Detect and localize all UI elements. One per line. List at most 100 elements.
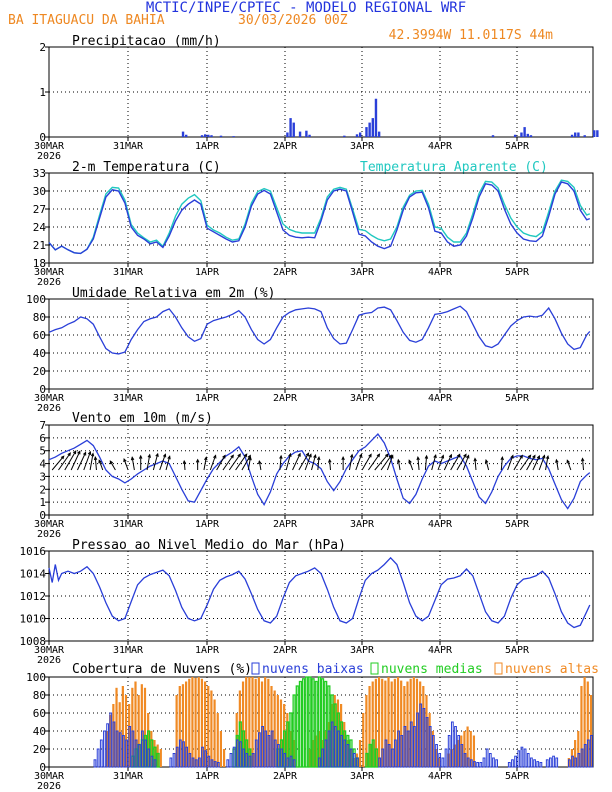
wind-year-label: 2026 bbox=[37, 529, 61, 540]
pres-day-label: 3APR bbox=[350, 645, 375, 656]
cloud-bar-baixas bbox=[170, 758, 172, 767]
wind-ytick-label: 2 bbox=[39, 483, 46, 496]
run-time-label: 30/03/2026 00Z bbox=[238, 13, 348, 28]
wind-vector bbox=[514, 456, 522, 470]
rh-ytick-label: 20 bbox=[33, 365, 46, 378]
pres-series-line bbox=[49, 558, 590, 628]
legend-baixas-swatch bbox=[252, 663, 259, 674]
cloud-bar-altas bbox=[213, 700, 215, 768]
temp-year-label: 2026 bbox=[37, 277, 61, 288]
cloud-bar-altas bbox=[210, 691, 212, 768]
cloud-bar-baixas bbox=[527, 754, 529, 768]
legend-altas-swatch bbox=[495, 663, 502, 674]
precip-bar bbox=[185, 135, 187, 137]
wind-ytick-label: 5 bbox=[39, 445, 46, 458]
precip-bar bbox=[305, 131, 307, 137]
clouds-ytick-label: 100 bbox=[26, 671, 46, 684]
precip-bar bbox=[182, 132, 184, 137]
wind-day-label: 2APR bbox=[273, 519, 298, 530]
cloud-bar-baixas bbox=[540, 763, 542, 768]
precip-bar bbox=[593, 130, 595, 137]
precip-day-label: 3APR bbox=[350, 141, 375, 152]
clouds-day-label: 1APR bbox=[195, 771, 220, 782]
wind-day-label: 1APR bbox=[195, 519, 220, 530]
wind-vector bbox=[217, 456, 225, 470]
clouds-ytick-label: 20 bbox=[33, 743, 46, 756]
cloud-bar-baixas bbox=[100, 740, 102, 767]
temp-day-label: 5APR bbox=[505, 267, 530, 278]
wind-ytick-label: 4 bbox=[39, 458, 46, 471]
precip-bar bbox=[299, 132, 301, 137]
temp-ytick-label: 21 bbox=[33, 239, 46, 252]
cloud-bar-baixas bbox=[173, 754, 175, 768]
precip-bar bbox=[220, 136, 222, 137]
clouds-day-label: 5APR bbox=[505, 771, 530, 782]
clouds-day-label: 3APR bbox=[350, 771, 375, 782]
cloud-bar-altas bbox=[362, 713, 364, 767]
wind-panel: Vento em 10m (m/s) 0123456730MAR 31MAR 1AP… bbox=[34, 411, 593, 540]
precip-panel: Precipitacao (mm/h) 01230MAR 31MAR 1APR 2AP… bbox=[34, 34, 599, 162]
precip-bar bbox=[207, 135, 209, 137]
precip-bar bbox=[210, 135, 212, 137]
cloud-bar-baixas bbox=[515, 756, 517, 767]
precip-bar bbox=[571, 135, 573, 137]
cloud-bar-altas bbox=[378, 677, 380, 767]
cloud-bar-altas bbox=[217, 713, 219, 767]
cloud-bar-altas bbox=[194, 678, 196, 767]
precip-plot: 01230MAR 31MAR 1APR 2APR 3APR 4APR 5APR2026 bbox=[34, 41, 599, 162]
pres-panel: Pressao ao Nivel Medio do Mar (hPa) 1008… bbox=[20, 538, 594, 666]
cloud-bar-baixas bbox=[104, 731, 106, 767]
pres-day-label: 31MAR bbox=[113, 645, 144, 656]
cloud-bar-baixas bbox=[489, 754, 491, 768]
temp-day-label: 1APR bbox=[195, 267, 220, 278]
precip-bar bbox=[574, 133, 576, 138]
precip-day-label: 1APR bbox=[195, 141, 220, 152]
pres-ytick-label: 1010 bbox=[20, 613, 47, 626]
cloud-bar-baixas bbox=[556, 758, 558, 767]
precip-day-label: 4APR bbox=[428, 141, 453, 152]
precip-day-label: 5APR bbox=[505, 141, 530, 152]
legend-medias-swatch bbox=[371, 663, 378, 674]
precip-bar bbox=[204, 134, 206, 137]
temp-ytick-label: 24 bbox=[33, 221, 47, 234]
precip-bar bbox=[365, 127, 367, 137]
clouds-ytick-label: 80 bbox=[33, 689, 46, 702]
rh-day-label: 3APR bbox=[350, 393, 375, 404]
rh-panel: Umidade Relativa em 2m (%) 0204060801003… bbox=[26, 286, 593, 414]
legend-baixas-label: nuvens baixas bbox=[262, 662, 364, 677]
cloud-bar-baixas bbox=[233, 747, 235, 767]
pres-year-label: 2026 bbox=[37, 655, 61, 666]
rh-day-label: 31MAR bbox=[113, 393, 144, 404]
wind-vector bbox=[153, 454, 157, 470]
precip-bar bbox=[596, 130, 598, 137]
rh-day-label: 2APR bbox=[273, 393, 298, 404]
meteogram: MCTIC/INPE/CPTEC - MODELO REGIONAL WRF B… bbox=[0, 0, 612, 792]
rh-day-label: 5APR bbox=[505, 393, 530, 404]
precip-bar bbox=[308, 135, 310, 137]
wind-vector bbox=[293, 454, 301, 470]
wind-day-label: 5APR bbox=[505, 519, 530, 530]
pres-day-label: 4APR bbox=[428, 645, 453, 656]
clouds-day-label: 4APR bbox=[428, 771, 453, 782]
cloud-bar-baixas bbox=[537, 762, 539, 767]
precip-bar bbox=[523, 127, 525, 137]
rh-day-label: 1APR bbox=[195, 393, 220, 404]
temp-day-label: 31MAR bbox=[113, 267, 144, 278]
precip-bar bbox=[289, 118, 291, 137]
precip-day-label: 2APR bbox=[273, 141, 298, 152]
wind-ytick-label: 1 bbox=[39, 496, 46, 509]
clouds-ytick-label: 60 bbox=[33, 707, 46, 720]
precip-bar bbox=[359, 133, 361, 138]
precip-bar bbox=[530, 135, 532, 137]
precip-bar bbox=[343, 136, 345, 137]
cloud-bar-baixas bbox=[534, 760, 536, 767]
cloud-bar-altas bbox=[207, 686, 209, 767]
cloud-bar-baixas bbox=[230, 754, 232, 768]
precip-bar bbox=[378, 132, 380, 137]
temp-ytick-label: 33 bbox=[33, 167, 46, 180]
precip-ytick-label: 2 bbox=[39, 41, 46, 54]
wind-series-line bbox=[49, 434, 590, 509]
cloud-bar-altas bbox=[191, 677, 193, 767]
temp-day-label: 3APR bbox=[350, 267, 375, 278]
cloud-bar-baixas bbox=[94, 760, 96, 767]
